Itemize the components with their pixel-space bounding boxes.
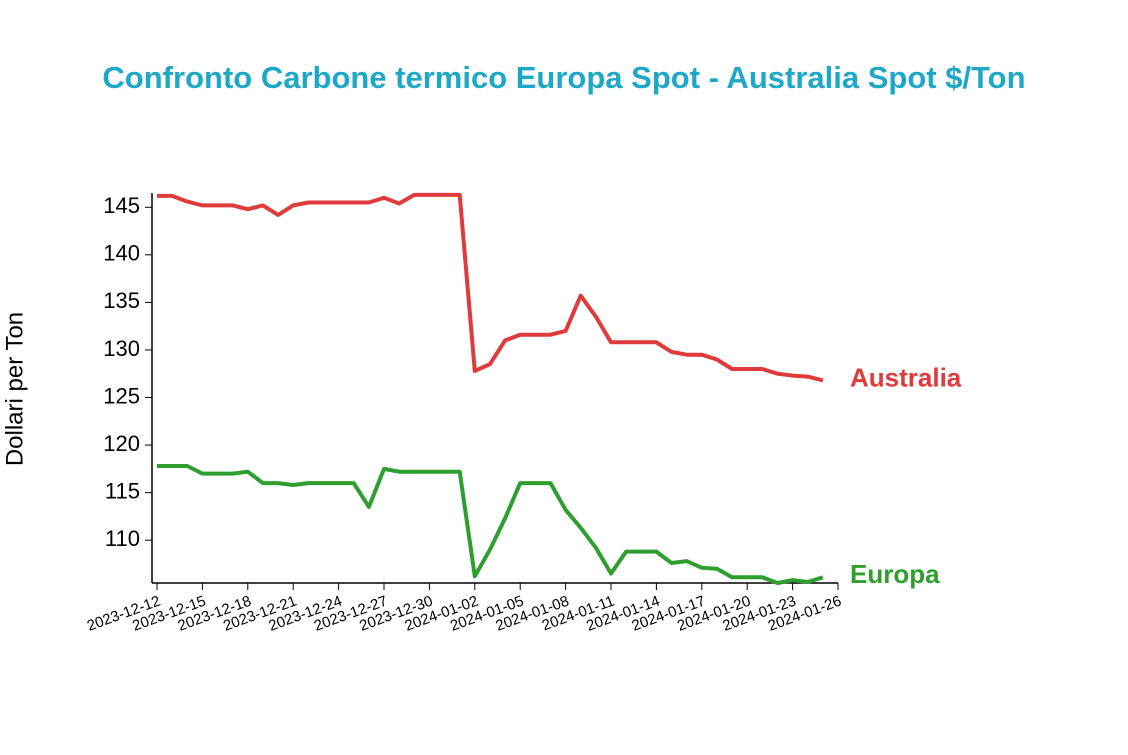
y-tick-label: 135 (103, 288, 140, 313)
y-tick-label: 120 (103, 431, 140, 456)
y-tick-label: 110 (105, 526, 140, 551)
series-label: Europa (850, 559, 940, 589)
y-tick-label: 130 (103, 336, 140, 361)
series-label: Australia (850, 362, 962, 392)
y-tick-label: 140 (103, 241, 140, 266)
y-tick-label: 145 (103, 193, 140, 218)
series-line (157, 192, 824, 383)
series-line (157, 464, 824, 585)
y-axis-label: Dollari per Ton (1, 312, 28, 466)
chart-title: Confronto Carbone termico Europa Spot - … (102, 60, 1025, 95)
y-tick-label: 125 (103, 383, 140, 408)
y-tick-label: 115 (105, 478, 140, 503)
